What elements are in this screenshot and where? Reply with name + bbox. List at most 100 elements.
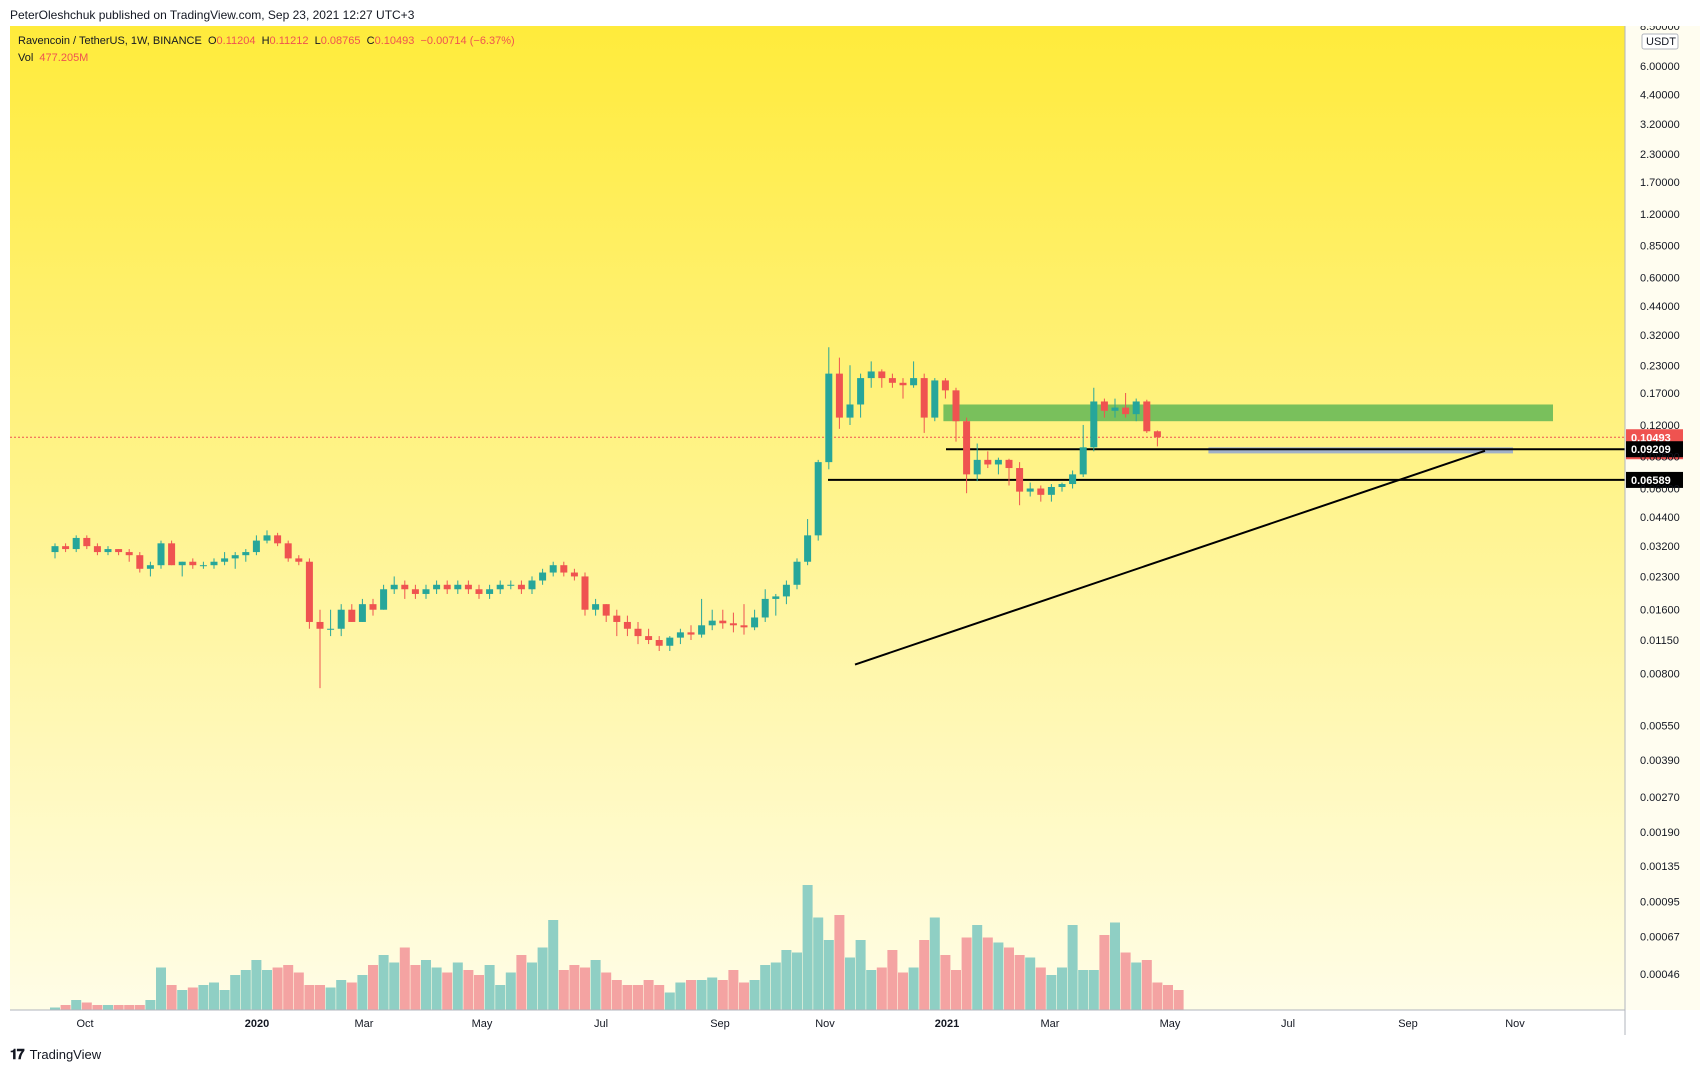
- symbol-name[interactable]: Ravencoin / TetherUS, 1W, BINANCE: [18, 35, 202, 47]
- volume-bar: [781, 950, 792, 1010]
- candle-body: [793, 561, 801, 585]
- candle-body: [263, 535, 271, 541]
- price-tick: 1.70000: [1640, 177, 1680, 189]
- candle-body: [920, 378, 928, 418]
- candle-body: [804, 535, 812, 562]
- volume-bar: [770, 962, 781, 1010]
- candle-body: [1005, 459, 1013, 469]
- volume-bar: [961, 937, 972, 1010]
- volume-bar: [92, 1005, 103, 1010]
- volume-bar: [240, 970, 251, 1010]
- volume-bar: [474, 975, 484, 1010]
- volume-bar: [187, 987, 198, 1010]
- price-tick: 0.44000: [1640, 301, 1680, 313]
- candle-body: [1069, 474, 1077, 485]
- vol-label: Vol: [18, 52, 34, 64]
- volume-bar: [580, 967, 590, 1010]
- volume-bar: [272, 967, 283, 1010]
- candle-body: [1153, 431, 1161, 438]
- candle-body: [708, 620, 716, 626]
- volume-bar: [81, 1002, 92, 1010]
- volume-bar: [315, 985, 325, 1010]
- volume-bar: [760, 965, 771, 1010]
- high-value: 0.11212: [269, 35, 309, 47]
- candle-body: [655, 640, 663, 646]
- volume-bar: [993, 942, 1004, 1010]
- volume-bar: [717, 980, 728, 1010]
- volume-bar: [357, 975, 368, 1010]
- volume-bar: [972, 925, 983, 1010]
- volume-bar: [558, 970, 569, 1010]
- price-tick: 0.04400: [1640, 512, 1680, 524]
- candle-body: [963, 421, 971, 475]
- price-tick: 0.00800: [1640, 668, 1680, 680]
- tradingview-logo-icon: 𝟏𝟕: [10, 1046, 25, 1062]
- level-price-value: 0.09209: [1631, 444, 1671, 456]
- candle-body: [295, 558, 303, 562]
- candle-body: [433, 584, 441, 590]
- candle-body: [178, 561, 186, 566]
- price-axis: 6.00000 4.40000 3.20000 2.30000 1.70000 1.200…: [1640, 21, 1680, 981]
- volume-bar: [919, 940, 930, 1010]
- volume-bar: [505, 972, 516, 1010]
- volume-bar: [1004, 947, 1014, 1010]
- candle-body: [729, 623, 737, 626]
- volume-bar: [1067, 925, 1078, 1010]
- candle-body: [274, 535, 282, 544]
- candle-body: [846, 404, 854, 418]
- volume-bar: [728, 970, 739, 1010]
- volume-bar: [633, 985, 643, 1010]
- volume-bar: [951, 970, 961, 1010]
- price-tick: 0.60000: [1640, 272, 1680, 284]
- candle-body: [984, 459, 992, 465]
- volume-bar: [1078, 970, 1089, 1010]
- volume-bar: [368, 965, 378, 1010]
- close-label: C: [366, 35, 375, 47]
- low-value: 0.08765: [320, 35, 361, 47]
- publish-bar: PeterOleshchuk published on TradingView.…: [0, 0, 1700, 26]
- candle-body: [952, 390, 960, 422]
- volume-bar: [1099, 935, 1110, 1010]
- price-tick: 0.00067: [1640, 931, 1680, 943]
- price-tick: 0.00095: [1640, 896, 1680, 908]
- candle-body: [1058, 484, 1066, 487]
- candle-body: [1047, 486, 1055, 495]
- time-tick: 2021: [935, 1018, 959, 1030]
- price-tick: 1.20000: [1640, 209, 1680, 221]
- candle-body: [390, 584, 398, 590]
- volume-bar: [389, 962, 400, 1010]
- candle-body: [401, 584, 409, 590]
- candle-body: [125, 552, 133, 556]
- volume-bar: [611, 980, 622, 1010]
- volume-bar: [262, 970, 272, 1010]
- candle-body: [83, 537, 91, 547]
- volume-bar: [463, 970, 474, 1010]
- volume-bar: [431, 967, 442, 1010]
- price-tick: 0.85000: [1640, 240, 1680, 252]
- volume-bar: [527, 962, 537, 1010]
- volume-bar: [145, 1000, 156, 1010]
- volume-bar: [802, 885, 813, 1010]
- price-tick: 0.00135: [1640, 861, 1680, 873]
- volume-bar: [399, 947, 410, 1010]
- candle-body: [72, 537, 80, 550]
- low-label: L: [314, 35, 321, 47]
- candle-body: [1090, 401, 1098, 448]
- candle-body: [570, 572, 578, 577]
- candle-body: [973, 459, 981, 475]
- time-axis: Oct 2020 Mar May Jul Sep Nov 2021 Mar May Jul Sep No…: [76, 1018, 1525, 1030]
- brand[interactable]: 𝟏𝟕 TradingView: [10, 1046, 101, 1063]
- candle-body: [761, 598, 769, 618]
- candle-body: [539, 572, 547, 581]
- candle-body: [157, 543, 165, 566]
- volume-bar: [664, 992, 675, 1010]
- volume-bar: [749, 980, 760, 1010]
- open-label: O: [207, 35, 217, 47]
- candle-body: [623, 621, 631, 629]
- volume-bar: [898, 972, 908, 1010]
- candle-body: [62, 546, 70, 550]
- volume-bar: [1163, 985, 1173, 1010]
- candle-body: [698, 625, 706, 635]
- volume-bar: [50, 1007, 60, 1010]
